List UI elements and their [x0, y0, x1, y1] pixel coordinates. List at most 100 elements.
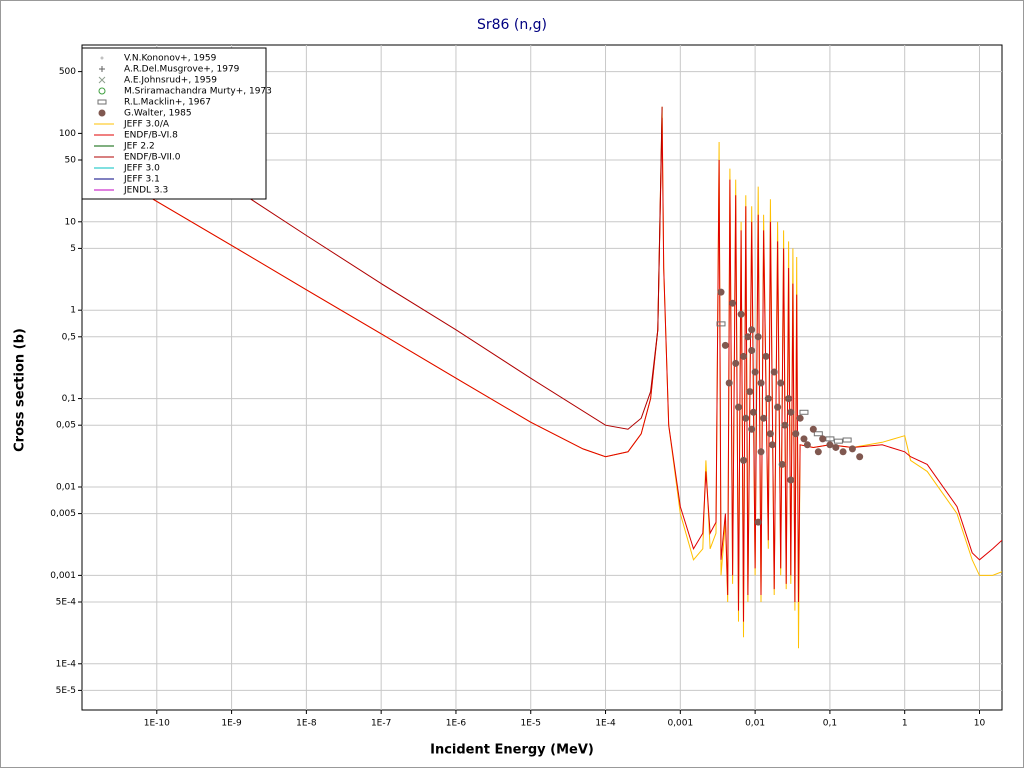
point — [748, 425, 756, 433]
point — [787, 476, 795, 484]
legend-label: JEFF 3.0 — [123, 164, 160, 174]
y-tick-label: 0,005 — [50, 509, 76, 519]
point — [799, 409, 809, 415]
legend-swatch — [100, 56, 104, 60]
legend-label: ENDF/B-VII.0 — [124, 153, 181, 163]
y-tick-label: 5E-4 — [56, 597, 77, 607]
legend-swatch — [99, 66, 105, 72]
point — [748, 346, 756, 354]
y-tick-label: 5E-5 — [56, 686, 76, 696]
legend-swatch — [98, 76, 106, 84]
point — [762, 352, 770, 360]
y-tick-label: 10 — [65, 217, 77, 227]
point — [754, 333, 762, 341]
point — [748, 326, 756, 334]
point — [848, 445, 856, 453]
x-tick-label: 0,01 — [745, 719, 765, 729]
point — [781, 421, 789, 429]
y-tick-label: 100 — [59, 129, 76, 139]
y-tick-label: 0,1 — [62, 394, 76, 404]
y-tick-label: 1 — [70, 306, 76, 316]
point — [735, 403, 743, 411]
legend-label: V.N.Kononov+, 1959 — [124, 54, 217, 64]
point — [856, 453, 864, 461]
point — [757, 379, 765, 387]
point — [803, 441, 811, 449]
point — [749, 408, 757, 416]
point — [725, 379, 733, 387]
point — [768, 441, 776, 449]
chart-title: Sr86 (n,g) — [477, 17, 547, 33]
point — [778, 460, 786, 468]
point — [757, 448, 765, 456]
x-axis-label: Incident Energy (MeV) — [430, 743, 594, 758]
legend-swatch — [97, 99, 107, 105]
y-tick-label: 50 — [65, 156, 77, 166]
legend-label: G.Walter, 1985 — [124, 109, 192, 119]
legend-label: R.L.Macklin+, 1967 — [124, 98, 211, 108]
legend-label: M.Sriramachandra Murty+, 1973 — [124, 87, 272, 97]
point — [785, 395, 793, 403]
point — [732, 359, 740, 367]
point — [787, 408, 795, 416]
x-tick-label: 0,1 — [823, 719, 837, 729]
point — [800, 435, 808, 443]
point — [766, 430, 774, 438]
point — [774, 403, 782, 411]
x-tick-label: 0,001 — [667, 719, 693, 729]
legend-label: A.E.Johnsrud+, 1959 — [124, 76, 217, 86]
point — [746, 388, 754, 396]
x-tick-label: 1 — [902, 719, 908, 729]
point — [770, 368, 778, 376]
legend-swatch — [98, 109, 106, 117]
y-axis-label: Cross section (b) — [13, 328, 28, 452]
point — [792, 430, 800, 438]
point — [833, 438, 843, 444]
point — [740, 352, 748, 360]
legend-swatch — [98, 87, 106, 95]
x-tick-label: 1E-8 — [296, 719, 317, 729]
legend-label: JEFF 3.0/A — [123, 120, 170, 130]
y-tick-label: 0,001 — [50, 571, 76, 581]
point — [721, 341, 729, 349]
legend-label: A.R.Del.Musgrove+, 1979 — [124, 65, 240, 75]
y-tick-label: 0,5 — [62, 332, 76, 342]
point — [754, 518, 762, 526]
point — [832, 443, 840, 451]
point — [716, 321, 726, 327]
x-tick-label: 1E-4 — [595, 719, 616, 729]
point — [842, 437, 852, 443]
y-tick-label: 5 — [70, 244, 76, 254]
point — [796, 414, 804, 422]
point — [729, 299, 737, 307]
point — [819, 435, 827, 443]
x-tick-label: 1E-10 — [144, 719, 170, 729]
point — [737, 310, 745, 318]
x-tick-label: 1E-9 — [221, 719, 242, 729]
point — [740, 456, 748, 464]
point — [764, 395, 772, 403]
y-tick-label: 1E-4 — [56, 659, 77, 669]
legend-label: JEFF 3.1 — [123, 175, 160, 185]
y-tick-label: 500 — [59, 67, 76, 77]
point — [839, 448, 847, 456]
y-tick-label: 0,01 — [56, 482, 76, 492]
x-tick-label: 1E-5 — [521, 719, 541, 729]
point — [744, 333, 752, 341]
point — [814, 448, 822, 456]
legend-label: ENDF/B-VI.8 — [124, 131, 178, 141]
x-tick-label: 10 — [974, 719, 986, 729]
legend-label: JENDL 3.3 — [123, 186, 168, 196]
point — [760, 414, 768, 422]
x-tick-label: 1E-7 — [371, 719, 391, 729]
point — [826, 441, 834, 449]
point — [813, 431, 823, 437]
series-line — [82, 117, 1002, 622]
point — [777, 379, 785, 387]
point — [751, 368, 759, 376]
legend-label: JEF 2.2 — [123, 142, 155, 152]
point — [809, 425, 817, 433]
y-tick-label: 0,05 — [56, 421, 76, 431]
point — [717, 288, 725, 296]
